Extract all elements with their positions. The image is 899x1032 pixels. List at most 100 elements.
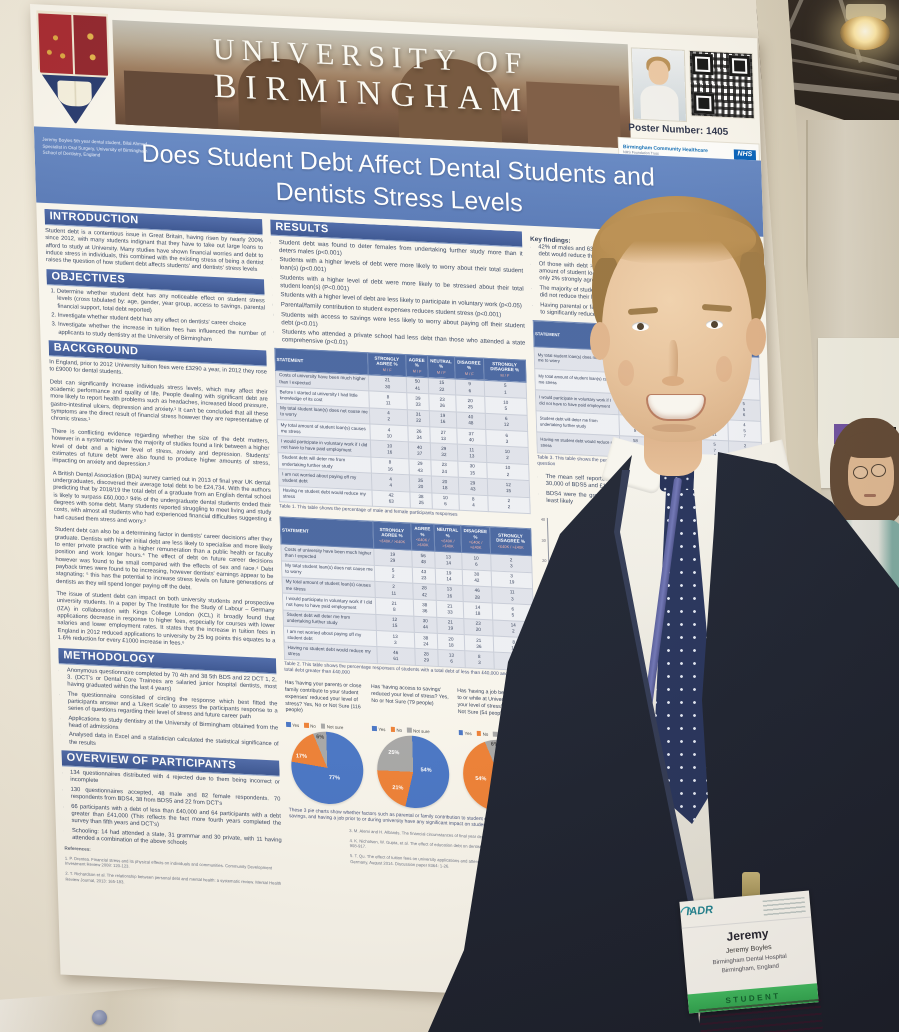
value-cell: 28 29 bbox=[414, 648, 439, 667]
value-cell: 30 15 bbox=[457, 460, 488, 479]
column-header: DISAGREE % BDS4 / BDS5 / DCT bbox=[696, 328, 726, 357]
poster-columns: INTRODUCTION Student debt is a contentio… bbox=[44, 208, 780, 1003]
value-cell: 43 23 bbox=[411, 566, 436, 585]
column-header: STRONGLY DISAGREE % BDS4 / BDS5 / DCT bbox=[725, 329, 759, 358]
value-cell: 13 3 bbox=[376, 630, 415, 649]
column-header: AGREE % BDS4 / BDS5 / DCT bbox=[647, 326, 672, 354]
column-header: AGREE % M / F bbox=[405, 354, 429, 378]
pie-value-label: 6% bbox=[316, 733, 325, 741]
bar bbox=[726, 556, 749, 614]
value-cell: 56 48 bbox=[411, 550, 436, 568]
value-cell: 19 24 31 bbox=[699, 418, 729, 441]
paragraph: Debt can significantly increase individu… bbox=[49, 379, 269, 425]
results-table-3: STATEMENT STRONGLY AGREE % BDS4 / BDS5 / D… bbox=[533, 320, 763, 464]
bar-group: 0-5 bbox=[556, 519, 592, 612]
value-cell: 12 15 bbox=[375, 614, 414, 633]
value-cell: 39 35 38 bbox=[649, 394, 674, 417]
value-cell: 13 14 bbox=[434, 551, 463, 570]
value-cell: 42 63 bbox=[371, 489, 411, 508]
pie-value-label: 6% bbox=[490, 741, 499, 748]
column-header: STRONGLY AGREE % BDS4 / BDS5 / DCT bbox=[616, 324, 649, 353]
key-findings-list: 42% of males and 63% of females strongly… bbox=[530, 244, 758, 327]
qr-finder bbox=[691, 53, 714, 76]
results-table-1: STATEMENT STRONGLY AGREE % M / F AGREE % M /… bbox=[274, 348, 531, 514]
board-pin bbox=[92, 1010, 107, 1025]
bar-group: 20+ bbox=[719, 527, 755, 620]
pie-block-2: Has 'having access to savings' reduced y… bbox=[371, 684, 454, 810]
value-cell: 46 34 23 bbox=[697, 354, 727, 378]
legend-yes: Yes bbox=[372, 726, 386, 732]
column-header: DISAGREE % <£40k / >£40k bbox=[460, 525, 491, 554]
bar bbox=[563, 565, 587, 606]
pie-chart-parents: 77% 17% 6% bbox=[289, 729, 365, 806]
value-cell: 6 12 bbox=[485, 413, 528, 432]
right-column: Key findings: 42% of males and 63% of fe… bbox=[530, 232, 780, 1003]
poster-number: Poster Number: 1405 bbox=[628, 122, 729, 139]
column-header: STATEMENT bbox=[533, 320, 618, 352]
chart-years-notes: Over half of the participants believe it… bbox=[542, 614, 769, 668]
crest-open-book bbox=[57, 81, 92, 107]
value-cell: 11 3 bbox=[491, 586, 534, 606]
value-cell: 27 30 35 bbox=[650, 436, 675, 459]
value-cell: 4 10 bbox=[369, 424, 409, 443]
bar bbox=[637, 703, 655, 741]
legend-notsure: Not sure bbox=[493, 731, 516, 738]
x-axis-label: 2014 bbox=[709, 746, 718, 751]
x-axis-label: 5-10 bbox=[612, 609, 621, 614]
bar bbox=[736, 701, 755, 746]
value-cell: 10 8 5 bbox=[725, 356, 760, 379]
value-cell: 28 36 44 bbox=[698, 375, 728, 399]
qr-code bbox=[689, 51, 754, 119]
participants-list: 134 questionnaires distributed with 4 re… bbox=[62, 769, 282, 852]
x-axis-label: 15-20 bbox=[692, 613, 703, 618]
pie-value-label: 77% bbox=[328, 774, 341, 782]
value-cell: 21 19 bbox=[436, 617, 465, 635]
legend-yes: Yes bbox=[458, 730, 472, 736]
value-cell: 17 24 18 bbox=[671, 353, 699, 376]
legend-no: No bbox=[304, 722, 316, 729]
value-cell: 46 61 bbox=[376, 646, 415, 666]
value-cell: 43 34 26 bbox=[648, 373, 673, 396]
value-cell: 50 41 bbox=[406, 376, 429, 395]
value-cell: 23 26 bbox=[428, 394, 457, 412]
light-glow bbox=[840, 16, 890, 50]
value-cell: 23 20 bbox=[463, 618, 494, 637]
bar bbox=[685, 550, 709, 612]
x-axis-label: 2013 bbox=[675, 744, 685, 749]
value-cell: 15 22 bbox=[428, 377, 456, 396]
pie-value-label: 21% bbox=[392, 784, 404, 792]
value-cell: 8 16 bbox=[370, 456, 410, 476]
bar-group: 15-20 bbox=[678, 525, 714, 618]
column-header: STRONGLY DISAGREE % M / F bbox=[483, 358, 527, 383]
bar-group: 2014 bbox=[698, 677, 726, 750]
pie-value-label: 54% bbox=[420, 767, 432, 775]
value-cell: 10 6 bbox=[431, 492, 460, 511]
column-header: AGREE % <£40k / >£40k bbox=[410, 523, 435, 552]
pie-block-3: Has 'having a job before coming to or wh… bbox=[457, 688, 540, 814]
x-axis-label: 20+ bbox=[735, 615, 742, 620]
value-cell: 3 19 bbox=[490, 570, 533, 589]
university-crest bbox=[36, 10, 111, 126]
pie-value-label: 25% bbox=[388, 750, 400, 757]
glasses-icon bbox=[871, 464, 886, 477]
table3-notes: The mean self reported debt of BDS4 is £… bbox=[537, 473, 764, 515]
value-cell: 20 18 bbox=[437, 633, 465, 652]
value-cell: 41 36 28 bbox=[650, 415, 674, 438]
pie-value-label: 54% bbox=[475, 775, 487, 783]
middle-column: RESULTS Student debt was found to deter … bbox=[270, 219, 546, 992]
value-cell: 14 13 9 bbox=[618, 393, 651, 416]
value-cell: 31 22 bbox=[407, 409, 430, 427]
pie-chart-job: 40% 54% 6% bbox=[462, 737, 537, 814]
value-cell: 16 12 8 bbox=[619, 414, 651, 437]
x-axis-label: 0-5 bbox=[572, 607, 579, 612]
references-list: 1. P. Drentea. Financial stress and its … bbox=[65, 855, 284, 892]
